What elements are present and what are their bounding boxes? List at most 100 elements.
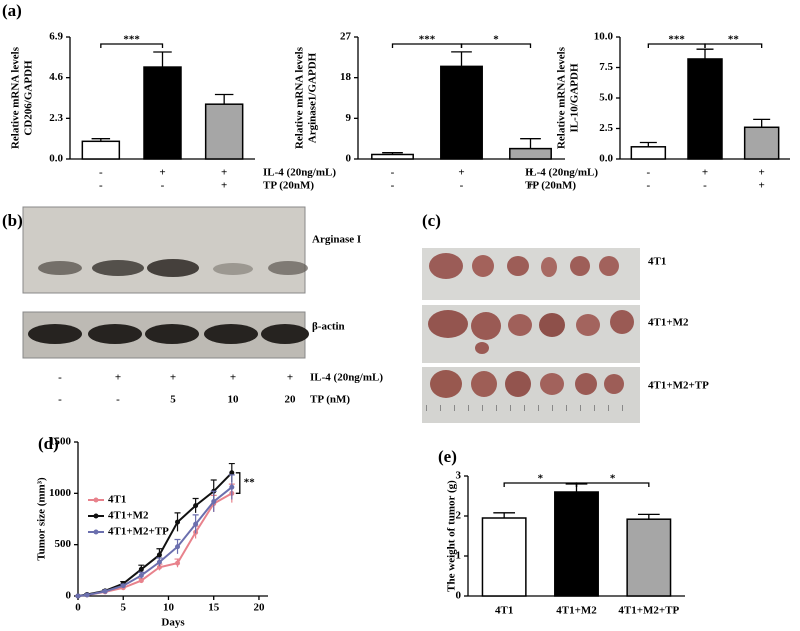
significance-label: ** bbox=[244, 477, 256, 489]
tumor-photo bbox=[422, 248, 640, 423]
y-tick-label: 2.5 bbox=[599, 122, 613, 134]
condition-label: IL-4 (20ng/mL) bbox=[263, 167, 336, 179]
marker bbox=[138, 578, 144, 584]
marker bbox=[156, 552, 162, 558]
marker bbox=[102, 588, 108, 594]
x-tick-label: 4T1 bbox=[495, 605, 513, 617]
y-tick-label: 1 bbox=[456, 550, 462, 562]
condition-mark: + bbox=[170, 372, 176, 384]
significance-label: * bbox=[610, 473, 616, 485]
y-tick-label: 500 bbox=[55, 538, 72, 550]
condition-mark: + bbox=[458, 167, 464, 179]
marker bbox=[175, 544, 181, 550]
legend-label: 4T1+M2 bbox=[108, 510, 149, 522]
y-tick-label: 27 bbox=[340, 31, 352, 43]
condition-mark: - bbox=[58, 394, 62, 406]
bar bbox=[481, 517, 527, 597]
significance-label: *** bbox=[668, 34, 685, 46]
bar bbox=[143, 66, 182, 160]
y-tick-label: 18 bbox=[340, 71, 352, 83]
x-tick-label: 4T1+M2 bbox=[556, 605, 597, 617]
legend-marker bbox=[93, 497, 99, 503]
x-axis-label: Days bbox=[161, 617, 185, 629]
blot-band-label: Arginase I bbox=[312, 234, 361, 246]
y-axis-label: The weight of tumor (g) bbox=[446, 480, 458, 592]
condition-label: TP (20nM) bbox=[263, 180, 314, 192]
bar bbox=[626, 518, 672, 597]
condition-mark: + bbox=[159, 167, 165, 179]
significance-label: * bbox=[538, 473, 544, 485]
condition-mark: - bbox=[646, 167, 650, 179]
significance-bracket bbox=[235, 472, 241, 494]
x-tick-label: 15 bbox=[208, 602, 220, 614]
condition-mark: + bbox=[230, 372, 236, 384]
condition-label: IL-4 (20ng/mL) bbox=[525, 167, 598, 179]
bar bbox=[81, 140, 121, 160]
x-tick-label: 0 bbox=[75, 602, 81, 614]
marker bbox=[138, 572, 144, 578]
x-tick-label: 10 bbox=[163, 602, 175, 614]
tumor-group-label: 4T1 bbox=[648, 256, 666, 268]
marker bbox=[156, 559, 162, 565]
panel-label: (a) bbox=[2, 1, 22, 20]
condition-mark: 10 bbox=[228, 394, 240, 406]
condition-mark: + bbox=[759, 167, 765, 179]
condition-mark: - bbox=[391, 167, 395, 179]
y-tick-label: 0.0 bbox=[49, 153, 63, 165]
condition-mark: - bbox=[391, 180, 395, 192]
tumor-group-label: 4T1+M2 bbox=[648, 317, 689, 329]
blot-band-label: β-actin bbox=[312, 321, 345, 333]
significance-bracket bbox=[704, 43, 763, 48]
y-axis-label: IL-10/GAPDH bbox=[569, 63, 581, 133]
bar bbox=[509, 147, 552, 160]
y-axis-label: Arginase1/GAPDH bbox=[307, 52, 319, 143]
condition-mark: 20 bbox=[285, 394, 297, 406]
condition-mark: + bbox=[287, 372, 293, 384]
tumor-group-label: 4T1+M2+TP bbox=[648, 380, 709, 392]
marker bbox=[75, 593, 81, 599]
condition-mark: - bbox=[460, 180, 464, 192]
significance-label: *** bbox=[419, 34, 436, 46]
y-tick-label: 6.9 bbox=[49, 31, 63, 43]
y-tick-label: 0 bbox=[456, 590, 462, 602]
bar bbox=[440, 65, 483, 160]
legend-label: 4T1+M2+TP bbox=[108, 526, 169, 538]
significance-label: * bbox=[493, 34, 499, 46]
y-tick-label: 3 bbox=[456, 470, 462, 482]
marker bbox=[211, 499, 217, 505]
panel-label: (d) bbox=[38, 434, 59, 453]
y-axis-label: Relative mRNA levels bbox=[294, 46, 306, 149]
condition-mark: 5 bbox=[170, 394, 176, 406]
bar bbox=[554, 491, 599, 597]
bar bbox=[204, 103, 244, 160]
condition-mark: - bbox=[161, 180, 165, 192]
bar bbox=[687, 58, 723, 160]
y-tick-label: 0.0 bbox=[599, 153, 613, 165]
condition-mark: + bbox=[115, 372, 121, 384]
marker bbox=[175, 560, 181, 566]
marker bbox=[229, 470, 235, 476]
y-tick-label: 2.3 bbox=[49, 112, 63, 124]
condition-label: IL-4 (20ng/mL) bbox=[310, 372, 383, 384]
significance-label: ** bbox=[728, 34, 740, 46]
marker bbox=[175, 519, 181, 525]
y-tick-label: 5.0 bbox=[599, 92, 613, 104]
series-line bbox=[77, 486, 233, 597]
panel-label: (b) bbox=[2, 211, 23, 230]
bar bbox=[743, 126, 780, 160]
significance-bracket bbox=[100, 43, 164, 48]
condition-mark: - bbox=[58, 372, 62, 384]
condition-mark: + bbox=[221, 180, 227, 192]
panel-label: (c) bbox=[422, 211, 441, 230]
x-tick-label: 4T1+M2+TP bbox=[618, 605, 679, 617]
bar bbox=[371, 153, 414, 160]
significance-label: *** bbox=[123, 34, 140, 46]
panel-label: (e) bbox=[438, 447, 457, 466]
condition-mark: - bbox=[703, 180, 707, 192]
blot-image bbox=[22, 206, 309, 359]
legend-label: 4T1 bbox=[108, 494, 126, 506]
marker bbox=[138, 566, 144, 572]
marker bbox=[120, 583, 126, 589]
marker bbox=[193, 503, 199, 509]
